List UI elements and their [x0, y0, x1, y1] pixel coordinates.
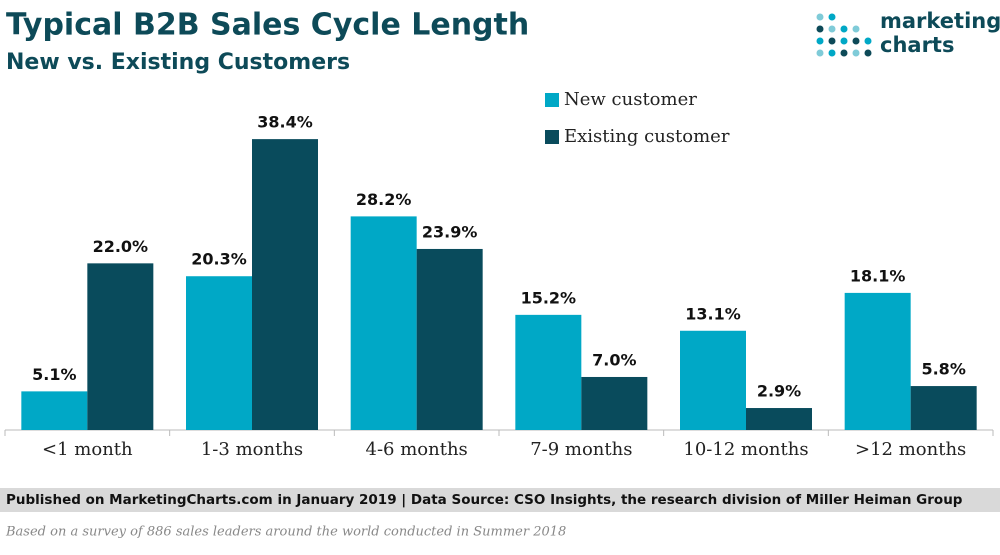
note: Based on a survey of 886 sales leaders a…	[5, 525, 566, 540]
bar	[350, 216, 417, 430]
legend-label: New customer	[564, 89, 697, 110]
legend-label: Existing customer	[564, 126, 730, 147]
source-bar	[0, 488, 1000, 512]
bar	[581, 376, 648, 430]
x-tick-label: 10-12 months	[683, 439, 808, 460]
value-label: 15.2%	[521, 288, 577, 307]
source: Published on MarketingCharts.com in Janu…	[6, 492, 963, 508]
chart-subtitle: New vs. Existing Customers	[6, 50, 350, 75]
bar	[680, 330, 746, 430]
value-label: 18.1%	[850, 266, 906, 285]
value-label: 38.4%	[257, 113, 313, 132]
value-label: 23.9%	[422, 222, 478, 241]
value-label: 2.9%	[757, 382, 801, 401]
x-tick-label: >12 months	[855, 439, 966, 460]
chart-title: Typical B2B Sales Cycle Length	[6, 8, 529, 43]
bar	[746, 408, 812, 430]
value-label: 5.1%	[32, 365, 76, 384]
value-label: 20.3%	[191, 250, 247, 269]
x-tick-label: <1 month	[42, 439, 133, 460]
legend-swatch	[545, 93, 559, 107]
bar	[844, 292, 911, 430]
legend-swatch	[545, 130, 559, 144]
bar	[186, 276, 252, 430]
logo-dots	[816, 13, 872, 57]
value-label: 5.8%	[921, 360, 965, 379]
bar	[416, 248, 483, 430]
logo-text: charts	[880, 33, 954, 57]
logo-text: marketing	[880, 9, 1000, 33]
x-tick-label: 4-6 months	[366, 439, 468, 460]
bar	[910, 386, 977, 430]
value-label: 22.0%	[93, 237, 149, 256]
x-tick-label: 1-3 months	[201, 439, 303, 460]
bar	[21, 391, 88, 430]
bar	[515, 314, 582, 430]
value-label: 28.2%	[356, 190, 412, 209]
value-label: 13.1%	[685, 304, 741, 323]
value-label: 7.0%	[592, 350, 636, 369]
bar	[252, 139, 318, 430]
bar	[87, 263, 154, 430]
x-tick-label: 7-9 months	[530, 439, 632, 460]
